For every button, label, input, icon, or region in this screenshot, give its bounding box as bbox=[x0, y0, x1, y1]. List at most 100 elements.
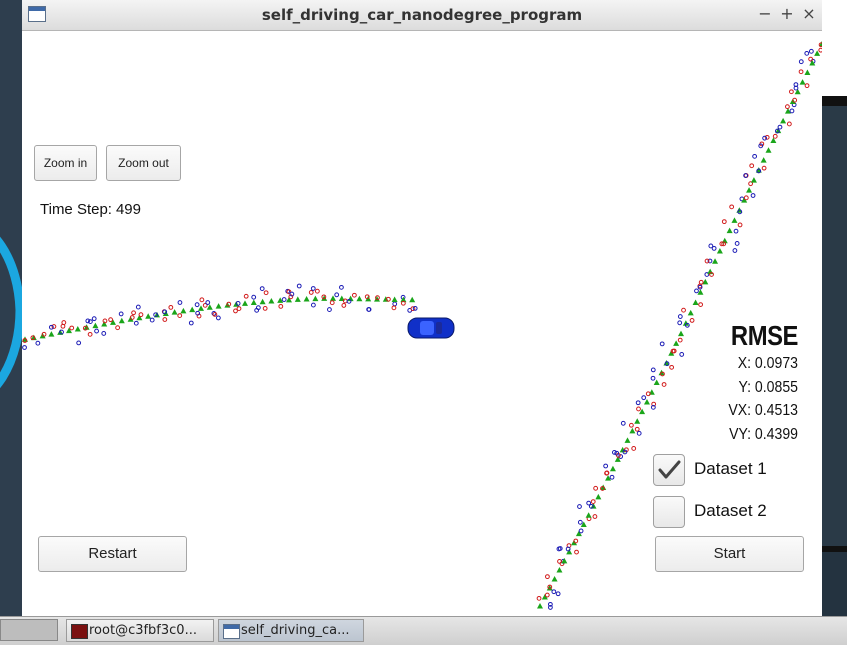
estimate-marker bbox=[784, 108, 791, 114]
radar-marker bbox=[547, 601, 553, 607]
radar-marker bbox=[76, 340, 82, 346]
lidar-marker bbox=[131, 310, 136, 316]
radar-marker bbox=[743, 173, 749, 178]
radar-marker bbox=[548, 605, 553, 610]
car-icon bbox=[407, 317, 455, 339]
radar-marker bbox=[133, 320, 139, 326]
estimate-marker bbox=[605, 475, 612, 481]
lidar-marker bbox=[604, 470, 610, 476]
lidar-marker bbox=[785, 104, 790, 110]
lidar-marker bbox=[391, 305, 397, 311]
estimate-marker bbox=[206, 304, 213, 310]
lidar-marker bbox=[87, 331, 93, 337]
lidar-marker bbox=[341, 303, 347, 308]
lidar-marker bbox=[342, 298, 348, 304]
lidar-marker bbox=[631, 446, 637, 451]
estimate-marker bbox=[799, 79, 806, 85]
estimate-marker bbox=[118, 317, 125, 324]
checkmark-icon bbox=[658, 460, 681, 479]
close-button[interactable]: × bbox=[802, 4, 816, 23]
maximize-button[interactable]: + bbox=[780, 4, 794, 23]
dataset-1-label[interactable]: Dataset 1 bbox=[694, 459, 767, 478]
time-step-label: Time Step: bbox=[40, 201, 112, 218]
estimate-marker bbox=[541, 593, 548, 600]
radar-marker bbox=[565, 546, 571, 552]
lidar-marker bbox=[288, 294, 294, 300]
lidar-marker bbox=[400, 300, 406, 306]
lidar-marker bbox=[592, 514, 598, 519]
estimate-marker bbox=[629, 427, 636, 434]
radar-marker bbox=[789, 108, 795, 114]
radar-marker bbox=[577, 519, 583, 525]
estimate-marker bbox=[66, 327, 72, 334]
radar-marker bbox=[310, 286, 316, 291]
start-button[interactable]: Start bbox=[655, 536, 804, 572]
zoom-out-button[interactable]: Zoom out bbox=[106, 145, 181, 181]
estimate-marker bbox=[682, 320, 689, 326]
lidar-marker bbox=[385, 296, 391, 302]
estimate-marker bbox=[585, 512, 592, 518]
estimate-marker bbox=[595, 493, 602, 500]
radar-marker bbox=[609, 474, 615, 480]
estimate-marker bbox=[614, 456, 621, 462]
radar-marker bbox=[711, 245, 717, 251]
estimate-marker bbox=[770, 137, 777, 143]
title-bar[interactable]: self_driving_car_nanodegree_program − + … bbox=[22, 0, 822, 31]
radar-marker bbox=[346, 298, 352, 304]
lidar-marker bbox=[41, 331, 47, 337]
lidar-marker bbox=[51, 324, 57, 329]
radar-marker bbox=[194, 302, 200, 308]
radar-marker bbox=[750, 193, 756, 198]
estimate-marker bbox=[312, 295, 319, 302]
estimate-marker bbox=[110, 319, 116, 325]
estimate-marker bbox=[746, 187, 753, 193]
radar-marker bbox=[254, 307, 260, 313]
dataset-1-checkbox[interactable] bbox=[653, 454, 685, 486]
radar-marker bbox=[636, 430, 642, 436]
radar-marker bbox=[392, 301, 398, 307]
estimate-marker bbox=[566, 548, 573, 555]
radar-marker bbox=[135, 304, 141, 310]
taskbar-item-simulator[interactable]: self_driving_ca... bbox=[218, 619, 364, 642]
zoom-in-button[interactable]: Zoom in bbox=[34, 145, 97, 181]
taskbar-menu-button[interactable] bbox=[0, 619, 58, 641]
taskbar-item-label: root@c3fbf3c0... bbox=[89, 623, 197, 638]
estimate-marker bbox=[780, 117, 787, 124]
lidar-marker bbox=[719, 241, 725, 247]
radar-marker bbox=[118, 311, 124, 317]
lidar-marker bbox=[262, 305, 268, 311]
lidar-marker bbox=[729, 204, 735, 210]
estimate-marker bbox=[697, 289, 704, 295]
lidar-marker bbox=[314, 288, 320, 294]
radar-marker bbox=[734, 241, 740, 246]
radar-marker bbox=[334, 292, 340, 298]
lidar-marker bbox=[634, 426, 640, 432]
lidar-marker bbox=[600, 486, 605, 491]
lidar-marker bbox=[278, 303, 284, 309]
radar-marker bbox=[586, 500, 592, 506]
restart-button[interactable]: Restart bbox=[38, 536, 187, 572]
lidar-marker bbox=[536, 595, 542, 601]
minimize-button[interactable]: − bbox=[758, 4, 772, 23]
radar-marker bbox=[694, 288, 699, 294]
dataset-2-checkbox[interactable] bbox=[653, 496, 685, 528]
estimate-marker bbox=[546, 584, 553, 591]
lidar-marker bbox=[671, 348, 677, 354]
taskbar-item-terminal[interactable]: root@c3fbf3c0... bbox=[66, 619, 214, 642]
estimate-marker bbox=[712, 258, 719, 264]
radar-marker bbox=[804, 50, 810, 56]
radar-marker bbox=[281, 297, 287, 302]
estimate-marker bbox=[804, 69, 811, 76]
estimate-marker bbox=[400, 296, 407, 303]
radar-marker bbox=[635, 400, 641, 406]
lidar-marker bbox=[590, 499, 596, 504]
lidar-marker bbox=[818, 47, 822, 53]
time-step-value: 499 bbox=[115, 201, 141, 218]
radar-marker bbox=[195, 310, 201, 316]
lidar-marker bbox=[798, 69, 804, 75]
simulator-window: self_driving_car_nanodegree_program − + … bbox=[22, 0, 822, 616]
lidar-marker bbox=[698, 279, 704, 285]
lidar-marker bbox=[263, 290, 269, 296]
radar-marker bbox=[235, 301, 241, 306]
dataset-2-label[interactable]: Dataset 2 bbox=[694, 501, 767, 520]
